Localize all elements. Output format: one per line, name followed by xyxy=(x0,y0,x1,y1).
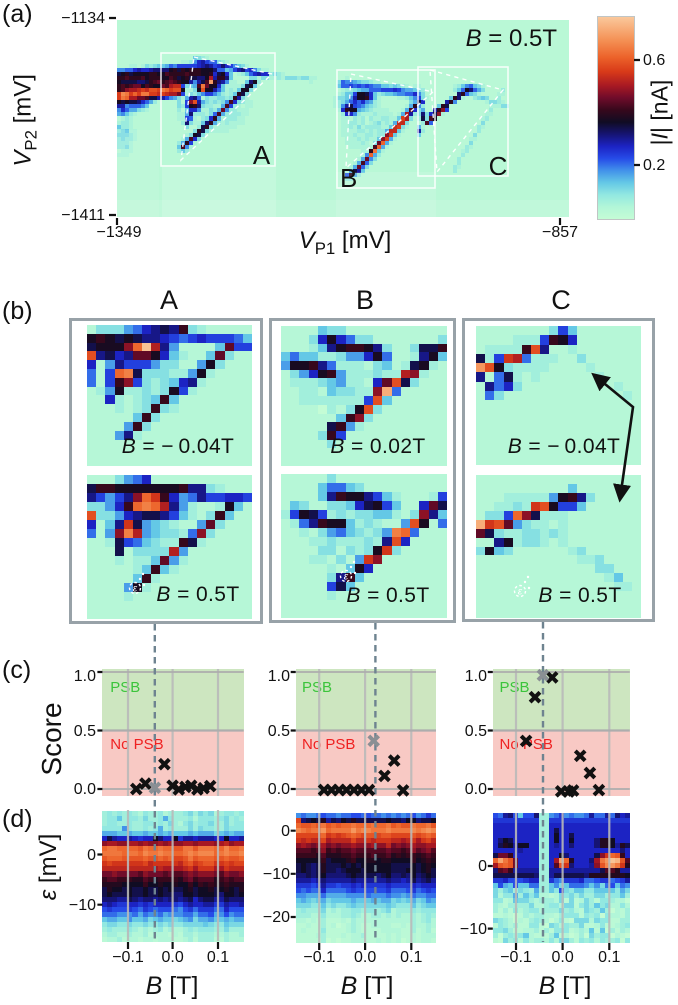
svg-text:ε: ε xyxy=(344,571,349,582)
svg-text:ε: ε xyxy=(133,583,138,594)
svg-text:ε: ε xyxy=(518,586,523,597)
